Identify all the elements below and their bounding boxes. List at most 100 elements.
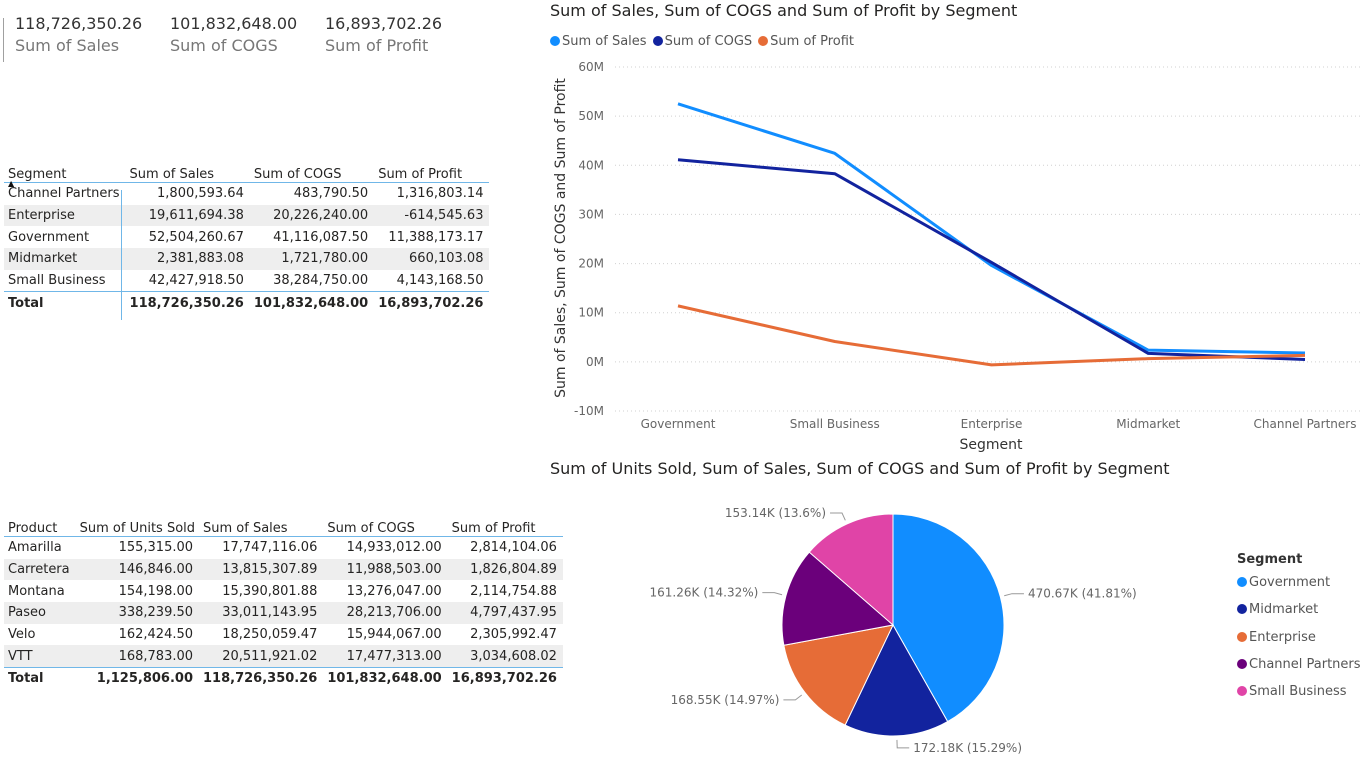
pie-chart-title: Sum of Units Sold, Sum of Sales, Sum of … xyxy=(550,459,1170,478)
table-cell: 4,143,168.50 xyxy=(396,273,484,289)
series-line-2[interactable] xyxy=(677,304,1306,367)
card-cogs[interactable]: 101,832,648.00 Sum of COGS xyxy=(170,14,297,58)
x-tick-label: Enterprise xyxy=(961,417,1023,431)
table-cell: Total xyxy=(4,667,76,690)
line-chart[interactable]: -10M 0M 10M 20M 30M 40M 50M 60M Government Small … xyxy=(0,0,1363,460)
table-cell: 118,726,350.26 xyxy=(125,291,250,315)
table-cell: 13,276,047.00 xyxy=(346,583,442,599)
table-cell: 14,933,012.00 xyxy=(346,540,442,556)
table-cell: Carretera xyxy=(4,558,76,581)
line-chart-legend: Sum of Sales Sum of COGS Sum of Profit xyxy=(550,34,860,49)
y-tick-label: -10M xyxy=(574,404,604,418)
x-axis-title: Segment xyxy=(960,437,1024,453)
x-tick-label: Midmarket xyxy=(1116,417,1180,431)
pie-slice[interactable] xyxy=(844,623,949,737)
card-sales-label: Sum of Sales xyxy=(15,36,120,55)
table-row[interactable]: Channel Partners 1,800,593.64 483,790.50 1,… xyxy=(4,183,489,205)
table-cell: 118,726,350.26 xyxy=(199,667,324,690)
series-line-0[interactable] xyxy=(677,102,1306,355)
table-cell: 19,611,694.38 xyxy=(125,204,250,227)
table-cell: 38,284,750.00 xyxy=(273,273,369,289)
sort-ascending-icon[interactable]: ▲ xyxy=(8,179,15,188)
table-total-row[interactable]: Total 118,726,350.26 101,832,648.00 16,893,… xyxy=(4,291,490,315)
legend-label: Midmarket xyxy=(1249,602,1319,618)
table-cell: 20,226,240.00 xyxy=(249,204,375,227)
table-cell: 11,388,173.17 xyxy=(388,229,484,245)
legend-item[interactable]: Sum of Profit xyxy=(758,34,854,49)
table-cell: 338,239.50 xyxy=(75,602,200,624)
legend-item[interactable]: Small Business xyxy=(1237,684,1361,711)
pie-data-label: 161.26K (14.32%) xyxy=(650,586,759,600)
table-cell: 2,381,883.08 xyxy=(125,248,250,270)
table-row[interactable]: VTT 168,783.00 20,511,921.02 17,477,313.00 3… xyxy=(4,645,563,668)
card-cogs-label: Sum of COGS xyxy=(170,36,278,55)
legend-label: Government xyxy=(1249,575,1331,590)
table-row[interactable]: Small Business 42,427,918.50 38,284,750.00… xyxy=(4,270,489,292)
table-cell: 4,797,437.95 xyxy=(447,602,563,624)
legend-item[interactable]: Channel Partners xyxy=(1237,657,1361,684)
table-total-row[interactable]: Total 1,125,806.00 118,726,350.26 101,832,6… xyxy=(4,667,563,690)
col-header-sales[interactable]: Sum of Sales xyxy=(203,521,288,536)
table-cell: Velo xyxy=(8,627,36,643)
legend-marker-icon xyxy=(1237,631,1247,642)
legend-item[interactable]: Sum of COGS xyxy=(652,34,752,49)
card-profit-label: Sum of Profit xyxy=(325,36,429,55)
pie-data-label: 172.18K (15.29%) xyxy=(913,741,1022,755)
segment-table[interactable]: Segment Sum of Sales Sum of COGS Sum of … xyxy=(4,160,490,315)
legend-item[interactable]: Sum of Sales xyxy=(550,34,647,49)
table-cell: 168,783.00 xyxy=(75,645,200,668)
legend-item[interactable]: Enterprise xyxy=(1237,630,1361,657)
y-tick-label: 50M xyxy=(578,109,604,123)
table-row[interactable]: Paseo 338,239.50 33,011,143.95 28,213,706.0… xyxy=(4,602,563,624)
card-sales-value: 118,726,350.26 xyxy=(15,14,143,33)
table-row[interactable]: Velo 162,424.50 18,250,059.47 15,944,067.00… xyxy=(4,624,563,646)
table-cell: 3,034,608.02 xyxy=(447,645,563,668)
table-cell: 16,893,702.26 xyxy=(374,291,490,315)
col-header-cogs[interactable]: Sum of COGS xyxy=(253,167,342,182)
y-axis-title: Sum of Sales, Sum of COGS and Sum of Pro… xyxy=(553,78,569,398)
legend-item[interactable]: Midmarket xyxy=(1237,602,1361,629)
legend-item[interactable]: Government xyxy=(1237,575,1361,602)
table-cell: Total xyxy=(4,291,126,315)
col-header-cogs[interactable]: Sum of COGS xyxy=(327,521,415,536)
table-cell: 52,504,260.67 xyxy=(148,229,244,245)
table-row[interactable]: Midmarket 2,381,883.08 1,721,780.00 660,103… xyxy=(4,248,490,270)
leader-line xyxy=(783,694,803,701)
col-header-segment[interactable]: Segment xyxy=(8,167,67,182)
legend-marker-icon xyxy=(1237,686,1247,697)
col-header-profit[interactable]: Sum of Profit xyxy=(451,521,536,536)
pie-slice[interactable] xyxy=(808,513,894,627)
series-line-1[interactable] xyxy=(677,158,1306,361)
table-row[interactable]: Carretera 146,846.00 13,815,307.89 11,988,5… xyxy=(4,558,563,581)
legend-marker-icon xyxy=(758,36,769,46)
table-cell: 16,893,702.26 xyxy=(447,667,563,690)
card-sales[interactable]: 118,726,350.26 Sum of Sales xyxy=(15,14,142,58)
legend-marker-icon xyxy=(1237,658,1247,669)
pie-slice[interactable] xyxy=(892,513,1005,723)
table-cell: 1,721,780.00 xyxy=(249,248,375,270)
card-profit[interactable]: 16,893,702.26 Sum of Profit xyxy=(325,14,442,58)
legend-label: Small Business xyxy=(1249,684,1347,700)
table-row[interactable]: Montana 154,198.00 15,390,801.88 13,276,047… xyxy=(4,580,563,602)
pie-slice[interactable] xyxy=(781,551,895,646)
pie-data-label: 168.55K (14.97%) xyxy=(671,693,780,707)
table-row[interactable]: Amarilla 155,315.00 17,747,116.06 14,933,01… xyxy=(4,537,563,559)
kpi-cards: 118,726,350.26 Sum of Sales 101,832,648.… xyxy=(0,14,470,64)
table-row[interactable]: Government 52,504,260.67 41,116,087.50 11,3… xyxy=(4,226,489,248)
col-header-profit[interactable]: Sum of Profit xyxy=(378,167,463,182)
table-cell: 2,814,104.06 xyxy=(470,540,557,556)
product-table[interactable]: Product Sum of Units Sold Sum of Sales S… xyxy=(4,514,563,690)
table-cell: 155,315.00 xyxy=(118,540,194,556)
y-tick-label: 20M xyxy=(578,257,604,271)
pie-data-label: 470.67K (41.81%) xyxy=(1028,587,1137,601)
col-header-product[interactable]: Product xyxy=(8,521,58,536)
table-row[interactable]: Enterprise 19,611,694.38 20,226,240.00 -614… xyxy=(4,204,490,227)
pie-slice[interactable] xyxy=(783,624,894,726)
table-cell: 483,790.50 xyxy=(293,186,369,202)
table-header-row: Segment Sum of Sales Sum of COGS Sum of … xyxy=(4,160,490,183)
legend-marker-icon xyxy=(1237,577,1247,587)
col-header-units[interactable]: Sum of Units Sold xyxy=(79,521,196,536)
leader-line xyxy=(762,592,783,596)
col-header-sales[interactable]: Sum of Sales xyxy=(129,167,215,182)
